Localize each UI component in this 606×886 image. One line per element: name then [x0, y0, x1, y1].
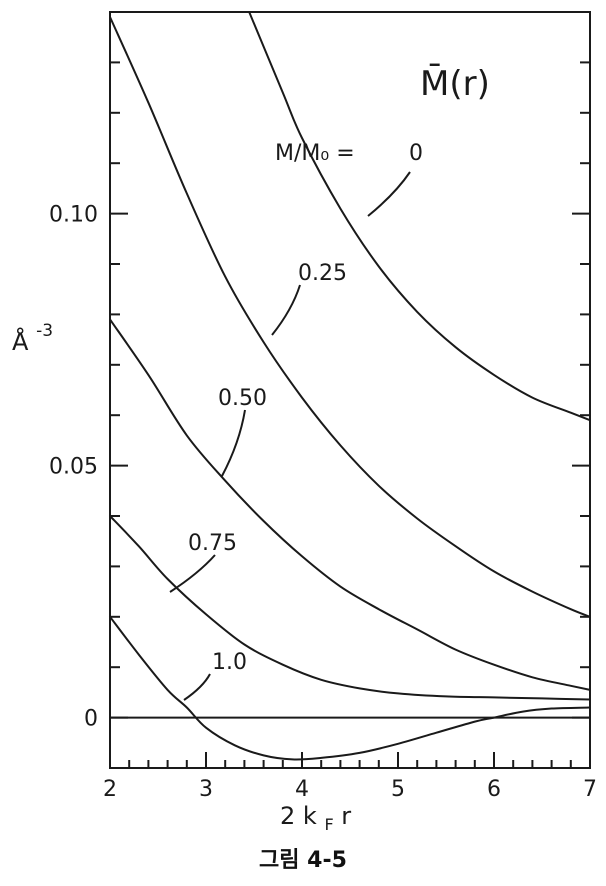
curve-label-1.0: 1.0	[212, 650, 247, 675]
chart-title: M̄(r)	[420, 63, 490, 104]
y-tick-label: 0	[84, 707, 98, 732]
x-tick-labels: 2 3 4 5 6 7	[103, 777, 597, 802]
x-tick-label: 5	[391, 777, 405, 802]
curve-label-0: 0	[409, 141, 423, 166]
x-tick-label: 4	[295, 777, 309, 802]
legend-title: M/M₀ =	[275, 141, 355, 166]
y-tick-labels: 0 0.05 0.10	[49, 203, 98, 732]
y-axis-title-sup: -3	[36, 321, 53, 341]
y-tick-label: 0.10	[49, 203, 98, 228]
curves-group	[109, 11, 591, 761]
chart-figure: 2 3 4 5 6 7 0 0.05 0.10 M̄(r) M/M₀ = 0 0.25 0.5…	[12, 11, 597, 836]
x-tick-label: 3	[199, 777, 213, 802]
y-axis-title: Å -3	[12, 321, 53, 356]
curve-label-0.75: 0.75	[188, 531, 237, 556]
x-tick-label: 7	[583, 777, 597, 802]
x-axis-title-tail: r	[341, 802, 351, 830]
x-axis-title-main: 2 k	[280, 802, 317, 830]
y-tick-label: 0.05	[49, 455, 98, 480]
y-axis-title-main: Å	[12, 327, 29, 356]
curve-m-over-m0-1.0	[109, 615, 591, 761]
label-leader-line	[183, 673, 211, 701]
label-leaders	[169, 171, 411, 701]
x-axis-title-sub: F	[324, 815, 333, 834]
x-axis-title: 2 k F r	[280, 802, 351, 836]
plot-frame	[109, 11, 591, 769]
curve-m-over-m0-0.25	[109, 16, 591, 618]
curve-m-over-m0-0.75	[109, 515, 591, 701]
label-leader-line	[169, 554, 216, 593]
curve-m-over-m0-0	[248, 11, 591, 422]
curve-m-over-m0-0.50	[109, 318, 591, 691]
x-tick-label: 2	[103, 777, 117, 802]
curve-label-0.25: 0.25	[298, 261, 347, 286]
label-leader-line	[367, 171, 411, 217]
label-leader-line	[271, 284, 301, 336]
x-tick-label: 6	[487, 777, 501, 802]
label-leader-line	[221, 409, 246, 477]
curve-label-0.50: 0.50	[218, 386, 267, 411]
figure-caption: 그림 4-5	[259, 848, 347, 873]
